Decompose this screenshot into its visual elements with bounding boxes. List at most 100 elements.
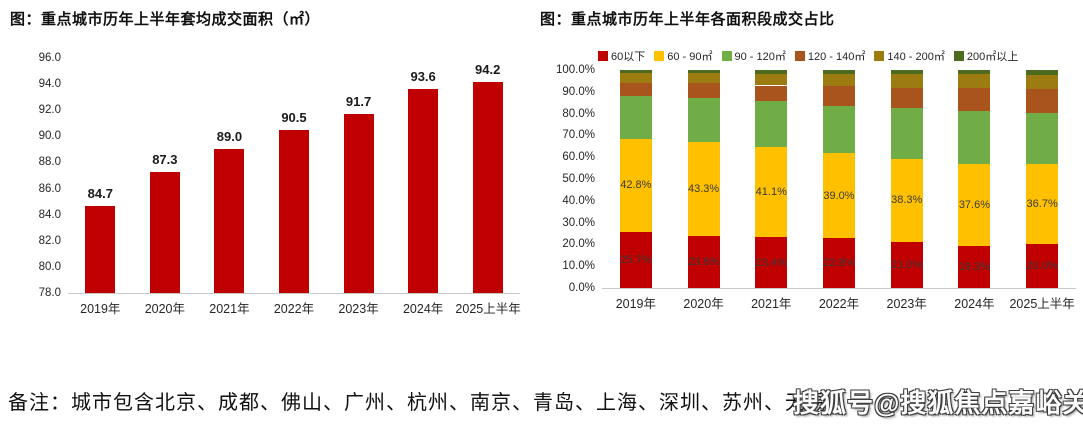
x-axis-label: 2025上半年 [455, 302, 521, 316]
x-axis-label: 2019年 [615, 297, 656, 311]
bar-value-label: 87.3 [152, 151, 178, 167]
segment-60以下 [687, 236, 720, 288]
segment-140 - 200㎡ [755, 73, 788, 86]
segment-120 - 140㎡ [823, 86, 855, 107]
segment-200㎡以上 [619, 70, 652, 73]
segment-140 - 200㎡ [958, 74, 991, 89]
right-y-tick: 70.0% [562, 129, 595, 142]
left-chart-plot: 96.0 94.0 92.0 90.0 88.0 86.0 84.0 82.0 80.0 78.0… [39, 52, 521, 316]
legend-swatch-icon [598, 51, 608, 61]
segment-140 - 200㎡ [890, 74, 923, 88]
bar-value-label: 84.7 [87, 185, 113, 201]
segment-value-label: 23.8% [687, 256, 720, 269]
x-axis-label: 2019年 [80, 302, 121, 316]
segment-120 - 140㎡ [1026, 88, 1059, 113]
segment-60 - 90㎡ [958, 163, 991, 246]
left-y-tick: 82.0 [38, 234, 61, 247]
segment-60 - 90㎡ [823, 153, 855, 239]
segment-value-label: 39.0% [823, 189, 855, 202]
segment-120 - 140㎡ [755, 85, 788, 102]
segment-60以下 [823, 238, 855, 288]
segment-value-label: 37.6% [958, 198, 991, 211]
legend-swatch-icon [654, 51, 665, 61]
legend-label: 200㎡以上 [966, 51, 1019, 63]
segment-90 - 120㎡ [890, 108, 923, 159]
bar-2024年 [408, 89, 439, 293]
x-axis-label: 2022年 [818, 297, 860, 311]
segment-200㎡以上 [1026, 70, 1059, 75]
segment-60以下 [1026, 244, 1059, 288]
segment-200㎡以上 [755, 70, 788, 74]
x-axis-label: 2020年 [144, 302, 185, 316]
legend-item: 200㎡以上 [953, 48, 1019, 64]
x-axis-label: 2023年 [338, 302, 379, 316]
footnote: 备注：城市包含北京、成都、佛山、广州、杭州、南京、青岛、上海、深圳、苏州、无锡 [8, 392, 827, 414]
legend-item: 120 - 140㎡ [794, 48, 866, 64]
legend-label: 140 - 200㎡ [887, 51, 945, 63]
right-plot-area: 100.0% 90.0% 80.0% 70.0% 60.0% 50.0% 40.0% 30.0… [556, 64, 1076, 311]
right-y-tick: 90.0% [562, 85, 595, 98]
segment-90 - 120㎡ [619, 96, 652, 139]
segment-value-label: 25.7% [620, 254, 652, 266]
bar-2020年 [149, 171, 180, 293]
x-axis-label: 2025上半年 [1009, 297, 1075, 311]
segment-value-label: 42.8% [620, 179, 652, 192]
x-axis-label: 2024年 [954, 297, 995, 311]
segment-value-label: 41.1% [755, 186, 787, 199]
right-y-tick: 60.0% [562, 151, 595, 164]
segment-90 - 120㎡ [823, 106, 855, 154]
segment-200㎡以上 [687, 70, 720, 73]
segment-value-label: 21.0% [891, 259, 923, 272]
left-y-tick: 96.0 [38, 52, 61, 64]
right-y-tick: 50.0% [562, 173, 595, 185]
legend-swatch-icon [794, 51, 805, 61]
segment-120 - 140㎡ [890, 87, 923, 109]
segment-60以下 [619, 231, 652, 288]
left-y-tick: 90.0 [38, 130, 61, 143]
segment-value-label: 20.0% [1026, 260, 1058, 273]
segment-60以下 [890, 242, 923, 288]
bar-2019年 [85, 205, 116, 293]
left-y-tick: 94.0 [38, 78, 61, 91]
segment-value-label: 22.8% [823, 257, 855, 270]
legend-swatch-icon [874, 51, 885, 61]
segment-140 - 200㎡ [1026, 74, 1059, 89]
right-chart-title: 图：重点城市历年上半年各面积段成交占比 [540, 11, 835, 28]
watermark: 搜狐号@搜狐焦点嘉峪关站 [793, 388, 1083, 418]
bar-2021年 [214, 149, 245, 293]
segment-120 - 140㎡ [619, 83, 652, 97]
segment-value-label: 43.3% [687, 182, 720, 195]
segment-60 - 90㎡ [755, 147, 788, 237]
bar-value-label: 94.2 [475, 61, 501, 77]
segment-200㎡以上 [823, 70, 855, 74]
legend-swatch-icon [721, 51, 732, 61]
segment-90 - 120㎡ [1026, 112, 1059, 165]
left-y-tick: 88.0 [38, 156, 61, 169]
legend-label: 60以下 [611, 51, 646, 63]
legend-label: 120 - 140㎡ [807, 51, 866, 63]
segment-60 - 90㎡ [890, 158, 923, 243]
segment-90 - 120㎡ [687, 98, 720, 142]
right-chart-plot: 100.0% 90.0% 80.0% 70.0% 60.0% 50.0% 40.0% 30.0… [556, 64, 1076, 311]
x-axis-label: 2023年 [886, 297, 927, 311]
x-axis-label: 2022年 [273, 302, 315, 316]
left-y-tick: 92.0 [38, 104, 61, 117]
bar-value-label: 93.6 [410, 69, 436, 85]
right-chart-legend: 60以下 60 - 90㎡ 90 - 120㎡ 120 - 140㎡ 140 - 200… [598, 48, 1018, 64]
segment-200㎡以上 [958, 70, 991, 75]
bar-value-label: 90.5 [281, 109, 307, 125]
right-y-tick: 80.0% [562, 107, 595, 120]
x-axis-label: 2020年 [683, 297, 724, 311]
segment-60以下 [958, 245, 991, 288]
bar-2022年 [279, 129, 309, 293]
segment-60以下 [755, 237, 788, 288]
bar-2025上半年 [472, 81, 503, 293]
left-plot-area: 96.0 94.0 92.0 90.0 88.0 86.0 84.0 82.0 80.0 78.0… [39, 52, 521, 316]
segment-90 - 120㎡ [958, 111, 991, 164]
right-y-tick: 30.0% [562, 216, 595, 229]
legend-label: 90 - 120㎡ [734, 51, 786, 63]
segment-60 - 90㎡ [1026, 164, 1059, 245]
segment-90 - 120㎡ [755, 101, 788, 148]
legend-label: 60 - 90㎡ [667, 51, 713, 63]
